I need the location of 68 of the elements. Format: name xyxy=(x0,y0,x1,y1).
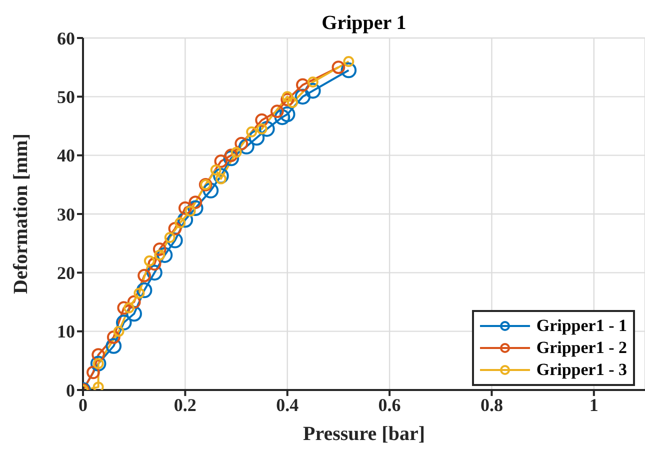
point xyxy=(146,264,162,281)
point xyxy=(136,282,152,298)
y-tick-label: 40 xyxy=(57,146,75,166)
point xyxy=(340,62,357,78)
point xyxy=(332,60,346,74)
x-tick-label: 0.6 xyxy=(378,394,401,415)
point xyxy=(92,382,104,390)
y-tick-label: 60 xyxy=(57,28,75,48)
point xyxy=(126,306,142,322)
point xyxy=(280,92,294,106)
point xyxy=(177,212,194,228)
point xyxy=(307,76,318,88)
point xyxy=(246,126,258,138)
point xyxy=(279,106,296,122)
legend-label: Gripper1 - 3 xyxy=(535,359,627,381)
point xyxy=(116,314,132,330)
point xyxy=(156,247,173,263)
point xyxy=(282,91,293,102)
point xyxy=(127,295,141,309)
point xyxy=(106,330,120,344)
point xyxy=(178,201,192,215)
point xyxy=(255,113,269,127)
point xyxy=(286,97,298,108)
point xyxy=(294,88,311,105)
point xyxy=(234,136,248,150)
point xyxy=(230,146,242,158)
point xyxy=(148,257,162,271)
point xyxy=(296,78,310,92)
x-tick-label: 0.8 xyxy=(480,394,503,415)
point xyxy=(202,182,219,198)
point xyxy=(214,154,228,168)
point xyxy=(106,338,122,354)
point xyxy=(259,121,275,137)
point xyxy=(92,348,106,362)
point xyxy=(274,109,290,126)
legend-label: Gripper1 - 1 xyxy=(535,315,627,337)
point xyxy=(305,82,321,99)
point xyxy=(343,56,354,67)
point xyxy=(248,130,265,146)
y-tick-label: 30 xyxy=(57,204,75,224)
x-tick-label: 0.4 xyxy=(276,394,299,415)
point xyxy=(188,200,204,216)
legend-label: Gripper1 - 2 xyxy=(535,337,627,359)
point xyxy=(213,168,229,184)
point xyxy=(123,302,134,314)
y-tick-label: 0 xyxy=(66,380,75,400)
point xyxy=(167,232,183,248)
point xyxy=(144,255,155,266)
point xyxy=(168,222,182,236)
y-tick-label: 20 xyxy=(57,263,75,284)
point xyxy=(270,104,284,118)
y-tick-label: 10 xyxy=(57,322,75,342)
x-axis-title: Pressure [bar] xyxy=(302,423,426,445)
point xyxy=(86,366,100,380)
point xyxy=(188,196,202,209)
x-tick-label: 0.2 xyxy=(174,394,196,415)
point xyxy=(152,242,166,256)
chart-title: Gripper 1 xyxy=(320,12,408,35)
x-tick-label: 0 xyxy=(78,394,88,415)
y-axis-title: Deformation [mm] xyxy=(10,134,32,294)
point xyxy=(138,268,152,282)
point xyxy=(117,301,131,315)
x-tick-label: 1 xyxy=(589,394,598,415)
y-tick-label: 50 xyxy=(57,87,75,108)
point xyxy=(224,148,238,162)
point xyxy=(238,138,254,154)
point xyxy=(223,150,240,166)
point xyxy=(113,326,124,337)
